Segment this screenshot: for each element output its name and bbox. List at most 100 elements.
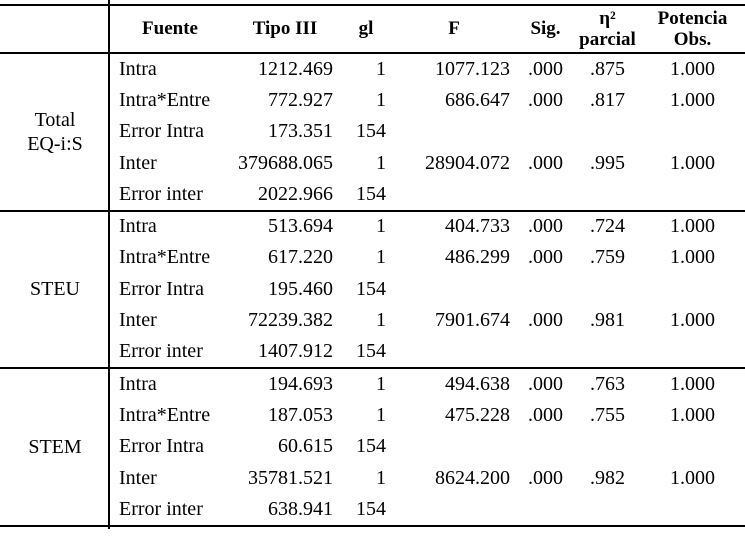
header-tipo-iii: Tipo III (252, 18, 318, 40)
cell-eta2-parcial: .763 (590, 372, 625, 395)
header-gl: gl (358, 18, 374, 40)
cell-gl: 1 (376, 372, 386, 395)
cell-potencia-obs: 1.000 (670, 215, 715, 238)
cell-fuente: Error Intra (119, 120, 204, 143)
table-row: Error inter 638.941 154 (0, 494, 745, 526)
cell-gl: 154 (356, 340, 386, 363)
cell-fuente: Intra*Entre (119, 88, 211, 111)
cell-tipo-iii: 2022.966 (258, 182, 333, 205)
cell-fuente: Error inter (119, 182, 203, 205)
cell-f: 494.638 (445, 372, 510, 395)
cell-sig: .000 (528, 151, 563, 174)
cell-tipo-iii: 195.460 (268, 277, 333, 300)
cell-sig (516, 337, 575, 369)
table-row: Intra*Entre 772.927 1 686.647 .000 .817 … (0, 85, 745, 117)
cell-gl: 1 (376, 215, 386, 238)
cell-fuente: Inter (119, 309, 157, 332)
cell-potencia-obs (640, 116, 745, 148)
cell-tipo-iii: 60.615 (278, 435, 333, 458)
cell-sig: .000 (528, 403, 563, 426)
cell-eta2-parcial: .724 (590, 215, 625, 238)
group-steu: STEU Intra 513.694 1 404.733 .000 .724 1… (0, 210, 745, 369)
cell-sig: .000 (528, 88, 563, 111)
cell-potencia-obs (640, 494, 745, 526)
cell-gl: 1 (376, 57, 386, 80)
table-row: STEU Intra 513.694 1 404.733 .000 .724 1… (0, 211, 745, 300)
header-sig: Sig. (530, 18, 561, 40)
header-eta2-parcial: η² parcial (579, 7, 636, 50)
cell-tipo-iii: 617.220 (268, 246, 333, 269)
cell-f (392, 337, 516, 369)
header-group-spacer (0, 5, 110, 53)
table-row: Total EQ-i:S Intra 1212.469 1 1077.123 .… (0, 53, 745, 155)
table-row: Inter 379688.065 1 28904.072 .000 .995 1… (0, 148, 745, 180)
cell-sig (516, 116, 575, 148)
group-label-stem: STEM (28, 435, 82, 458)
cell-tipo-iii: 379688.065 (238, 151, 333, 174)
table-row: Inter 35781.521 1 8624.200 .000 .982 1.0… (0, 463, 745, 495)
cell-f: 686.647 (445, 88, 510, 111)
cell-eta2-parcial (575, 431, 640, 463)
cell-tipo-iii: 638.941 (268, 497, 333, 520)
header-potencia-obs: Potencia Obs. (657, 7, 728, 50)
cell-tipo-iii: 772.927 (268, 88, 333, 111)
table-row: Error Intra 60.615 154 (0, 431, 745, 463)
cell-potencia-obs (640, 179, 745, 211)
cell-potencia-obs: 1.000 (670, 309, 715, 332)
table-row: Intra*Entre 187.053 1 475.228 .000 .755 … (0, 400, 745, 432)
cell-potencia-obs: 1.000 (670, 403, 715, 426)
cell-sig: .000 (528, 309, 563, 332)
cell-fuente: Intra (119, 57, 157, 80)
cell-fuente: Inter (119, 151, 157, 174)
table-row: Error inter 1407.912 154 (0, 337, 745, 369)
cell-fuente: Inter (119, 466, 157, 489)
group-label-total-eqis: Total EQ-i:S (27, 108, 83, 155)
cell-tipo-iii: 1212.469 (258, 57, 333, 80)
cell-f (392, 116, 516, 148)
cell-eta2-parcial (575, 116, 640, 148)
cell-potencia-obs (640, 337, 745, 369)
cell-gl: 1 (376, 466, 386, 489)
cell-tipo-iii: 1407.912 (258, 340, 333, 363)
header-f: F (448, 18, 460, 40)
cell-f: 404.733 (445, 215, 510, 238)
cell-potencia-obs: 1.000 (670, 151, 715, 174)
cell-f: 28904.072 (425, 151, 510, 174)
cell-eta2-parcial (575, 337, 640, 369)
cell-potencia-obs: 1.000 (670, 466, 715, 489)
cell-fuente: Error inter (119, 340, 203, 363)
cell-eta2-parcial: .875 (590, 57, 625, 80)
cell-eta2-parcial (575, 179, 640, 211)
cell-gl: 1 (376, 246, 386, 269)
cell-fuente: Error inter (119, 497, 203, 520)
cell-potencia-obs (640, 274, 745, 306)
cell-tipo-iii: 187.053 (268, 403, 333, 426)
table-header: Fuente Tipo III gl F Sig. η² parcial Pot… (0, 5, 745, 53)
table-row: Inter 72239.382 1 7901.674 .000 .981 1.0… (0, 305, 745, 337)
cell-potencia-obs: 1.000 (670, 57, 715, 80)
cell-tipo-iii: 173.351 (268, 120, 333, 143)
cell-fuente: Intra (119, 372, 157, 395)
column-divider-rule (108, 0, 110, 529)
table-row: Error Intra 195.460 154 (0, 274, 745, 306)
cell-gl: 1 (376, 309, 386, 332)
cell-sig: .000 (528, 246, 563, 269)
cell-eta2-parcial (575, 494, 640, 526)
cell-tipo-iii: 194.693 (268, 372, 333, 395)
group-total-eqis: Total EQ-i:S Intra 1212.469 1 1077.123 .… (0, 53, 745, 211)
cell-f (392, 431, 516, 463)
cell-fuente: Intra (119, 215, 157, 238)
cell-eta2-parcial: .981 (590, 309, 625, 332)
group-label-steu: STEU (30, 278, 80, 301)
table-row: STEM Intra 194.693 1 494.638 .000 .763 1… (0, 368, 745, 458)
cell-potencia-obs: 1.000 (670, 246, 715, 269)
cell-sig (516, 431, 575, 463)
cell-gl: 154 (356, 435, 386, 458)
cell-gl: 1 (376, 88, 386, 111)
cell-f (392, 274, 516, 306)
cell-fuente: Intra*Entre (119, 403, 211, 426)
cell-eta2-parcial: .755 (590, 403, 625, 426)
cell-gl: 1 (376, 403, 386, 426)
cell-sig: .000 (528, 215, 563, 238)
